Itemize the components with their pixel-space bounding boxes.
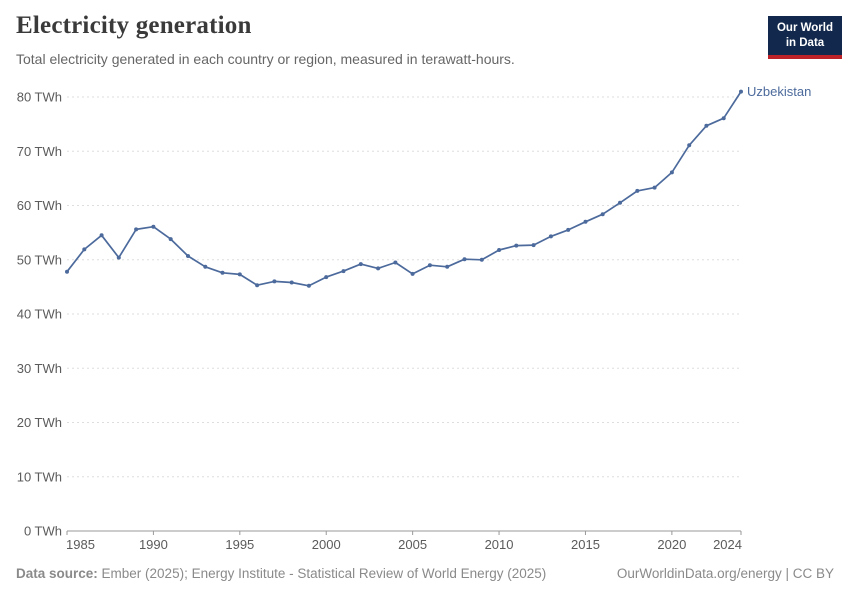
data-point[interactable]: [82, 247, 87, 252]
x-tick-label: 2015: [571, 537, 600, 552]
data-point[interactable]: [116, 255, 121, 260]
data-point[interactable]: [721, 116, 726, 121]
data-point[interactable]: [186, 254, 190, 258]
y-tick-label: 80 TWh: [17, 90, 62, 105]
x-tick-label: 2005: [398, 537, 427, 552]
data-point[interactable]: [531, 243, 536, 248]
y-tick-label: 10 TWh: [17, 469, 62, 484]
data-point[interactable]: [324, 275, 329, 280]
data-point[interactable]: [134, 227, 139, 232]
data-point[interactable]: [514, 243, 519, 248]
data-source-label: Data source:: [16, 566, 98, 581]
data-point[interactable]: [272, 279, 277, 284]
data-point[interactable]: [566, 227, 571, 232]
data-point[interactable]: [306, 283, 311, 288]
y-tick-label: 60 TWh: [17, 198, 62, 213]
data-point[interactable]: [393, 260, 398, 265]
x-tick-label: 1990: [139, 537, 168, 552]
series-end-label[interactable]: Uzbekistan: [747, 84, 811, 99]
y-tick-label: 50 TWh: [17, 252, 62, 267]
data-point[interactable]: [669, 170, 674, 175]
x-tick-label: 2024: [713, 537, 742, 552]
data-point[interactable]: [168, 237, 173, 242]
owid-logo[interactable]: Our World in Data: [768, 16, 842, 59]
data-point[interactable]: [237, 272, 242, 277]
page-title: Electricity generation: [16, 12, 252, 39]
x-tick-label: 1985: [66, 537, 95, 552]
data-point[interactable]: [704, 123, 709, 128]
y-tick-label: 20 TWh: [17, 415, 62, 430]
data-point[interactable]: [65, 269, 69, 274]
data-source-text: Ember (2025); Energy Institute - Statist…: [97, 566, 547, 581]
data-point[interactable]: [151, 224, 156, 229]
y-tick-label: 40 TWh: [17, 307, 62, 322]
x-tick-label: 2020: [657, 537, 686, 552]
data-point[interactable]: [635, 188, 640, 193]
logo-text-line2: in Data: [785, 36, 825, 49]
data-point[interactable]: [687, 143, 692, 148]
data-point[interactable]: [289, 280, 294, 285]
data-point[interactable]: [479, 257, 484, 262]
data-point[interactable]: [548, 234, 553, 239]
data-point[interactable]: [497, 248, 502, 252]
data-point[interactable]: [203, 264, 208, 269]
credit-link[interactable]: OurWorldinData.org/energy | CC BY: [616, 566, 834, 581]
data-point[interactable]: [410, 271, 415, 276]
y-tick-label: 0 TWh: [24, 524, 62, 539]
data-point[interactable]: [600, 212, 605, 217]
chart-subtitle: Total electricity generated in each coun…: [16, 51, 515, 67]
data-point[interactable]: [652, 185, 657, 190]
data-point[interactable]: [255, 283, 260, 288]
data-point[interactable]: [583, 219, 588, 224]
chart-footer: Data source: Ember (2025); Energy Instit…: [16, 566, 834, 581]
data-point[interactable]: [376, 266, 381, 271]
series-line[interactable]: [66, 90, 742, 287]
data-point[interactable]: [427, 263, 432, 268]
data-point[interactable]: [445, 264, 450, 269]
data-point[interactable]: [99, 233, 104, 238]
y-tick-label: 70 TWh: [17, 144, 62, 159]
y-tick-label: 30 TWh: [17, 361, 62, 376]
data-point[interactable]: [739, 89, 743, 94]
x-tick-label: 2010: [485, 537, 514, 552]
logo-text-line1: Our World: [776, 22, 833, 34]
data-point[interactable]: [341, 269, 346, 274]
x-tick-label: 1995: [225, 537, 254, 552]
data-point[interactable]: [618, 200, 622, 205]
x-tick-label: 2000: [312, 537, 341, 552]
data-point[interactable]: [462, 257, 467, 262]
data-source-note: Data source: Ember (2025); Energy Instit…: [16, 566, 546, 581]
data-point[interactable]: [358, 262, 363, 267]
data-point[interactable]: [220, 270, 225, 275]
